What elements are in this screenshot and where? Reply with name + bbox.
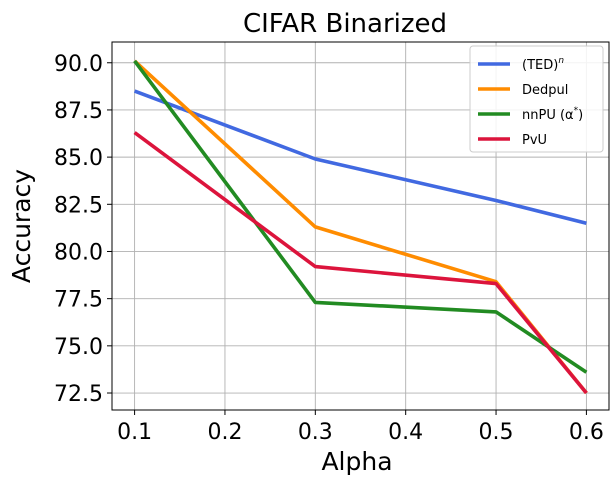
series-lines: [133, 59, 588, 395]
legend-label: nnPU (α*): [522, 106, 583, 123]
legend-box: [469, 45, 604, 153]
series-line: [133, 59, 588, 374]
y-ticks: 72.5 75.0 77.5 80.0 82.5 85.0 87.5 90.0: [54, 52, 112, 407]
x-ticks: 0.1 0.2 0.3 0.4 0.5 0.6: [117, 410, 604, 445]
x-tick-label: 0.6: [569, 420, 604, 445]
y-tick-label: 75.0: [54, 335, 103, 360]
y-tick-label: 77.5: [54, 288, 103, 313]
legend: (TED)n Dedpul nnPU (α*) PvU: [469, 45, 604, 153]
x-tick-label: 0.1: [117, 420, 152, 445]
x-tick-label: 0.4: [388, 420, 423, 445]
y-tick-label: 85.0: [54, 146, 103, 171]
y-tick-label: 72.5: [54, 382, 103, 407]
x-tick-label: 0.3: [298, 420, 333, 445]
chart-title: CIFAR Binarized: [243, 9, 447, 39]
y-tick-label: 87.5: [54, 99, 103, 124]
legend-label: (TED)n: [522, 56, 564, 73]
legend-label: Dedpul: [522, 83, 568, 98]
x-tick-label: 0.5: [479, 420, 514, 445]
legend-label: PvU: [522, 133, 547, 148]
y-tick-label: 90.0: [54, 52, 103, 77]
x-tick-label: 0.2: [207, 420, 242, 445]
plot-frame: [111, 41, 610, 411]
y-axis-title: Accuracy: [7, 169, 36, 283]
series-line: [133, 131, 588, 395]
series-line: [133, 89, 587, 225]
x-axis-title: Alpha: [321, 447, 392, 476]
y-tick-label: 82.5: [54, 193, 103, 218]
y-tick-label: 80.0: [54, 240, 103, 265]
